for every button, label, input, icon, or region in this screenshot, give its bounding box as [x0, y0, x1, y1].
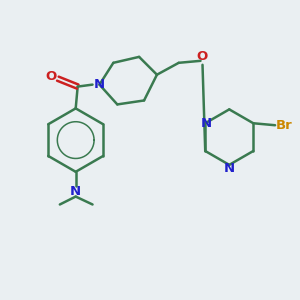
- Text: N: N: [224, 162, 235, 175]
- Text: N: N: [201, 117, 212, 130]
- Text: N: N: [94, 78, 105, 91]
- Text: O: O: [196, 50, 207, 63]
- Text: Br: Br: [276, 119, 292, 132]
- Text: N: N: [70, 185, 81, 198]
- Text: O: O: [45, 70, 57, 83]
